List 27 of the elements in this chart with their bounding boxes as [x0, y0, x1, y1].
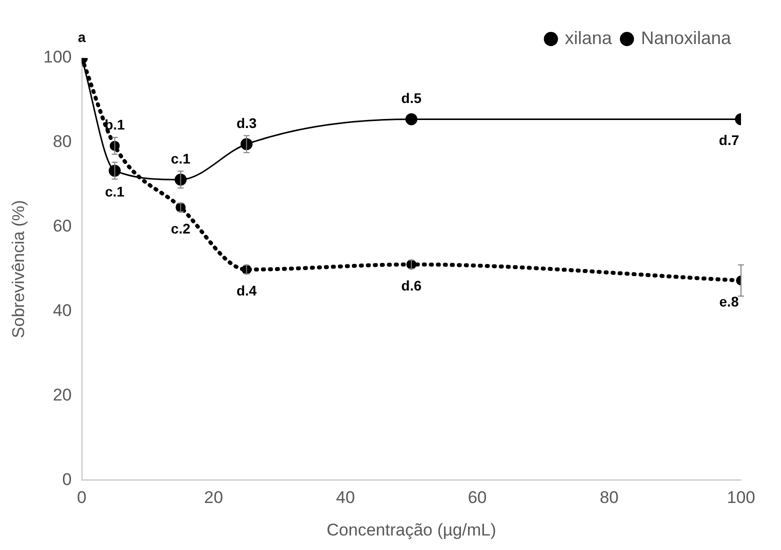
legend-label: xilana [564, 28, 613, 48]
annotation: d.5 [401, 90, 422, 106]
x-tick-label: 60 [468, 488, 487, 508]
annotation: c.1 [104, 184, 125, 200]
annotation: c.2 [170, 220, 191, 236]
y-tick-label: 60 [52, 216, 72, 236]
y-tick-label: 80 [52, 132, 72, 152]
y-tick-label: 20 [52, 385, 72, 404]
x-tick-label: 100 [726, 488, 756, 508]
x-tick-label: 20 [204, 488, 224, 508]
annotation: d.6 [401, 277, 422, 294]
y-axis-title: Sobrevivência (%) [8, 200, 28, 338]
annotation: c.1 [170, 150, 191, 166]
annotation: d.7 [718, 132, 740, 148]
y-tick-label: 100 [43, 48, 72, 67]
y-tick-label: 0 [62, 470, 72, 489]
x-tick-label: 80 [600, 488, 619, 508]
annotation: a [78, 28, 86, 45]
point [405, 113, 418, 126]
y-tick-label: 40 [52, 301, 72, 320]
legend-label: Nanoxilana [640, 28, 732, 48]
annotation: d.3 [236, 114, 257, 131]
annotation: e.8 [719, 293, 739, 310]
x-axis-title: Concentração (µg/mL) [326, 520, 496, 540]
x-tick-label: 0 [77, 488, 86, 508]
annotation: d.4 [236, 282, 257, 298]
x-tick-label: 40 [336, 488, 355, 508]
